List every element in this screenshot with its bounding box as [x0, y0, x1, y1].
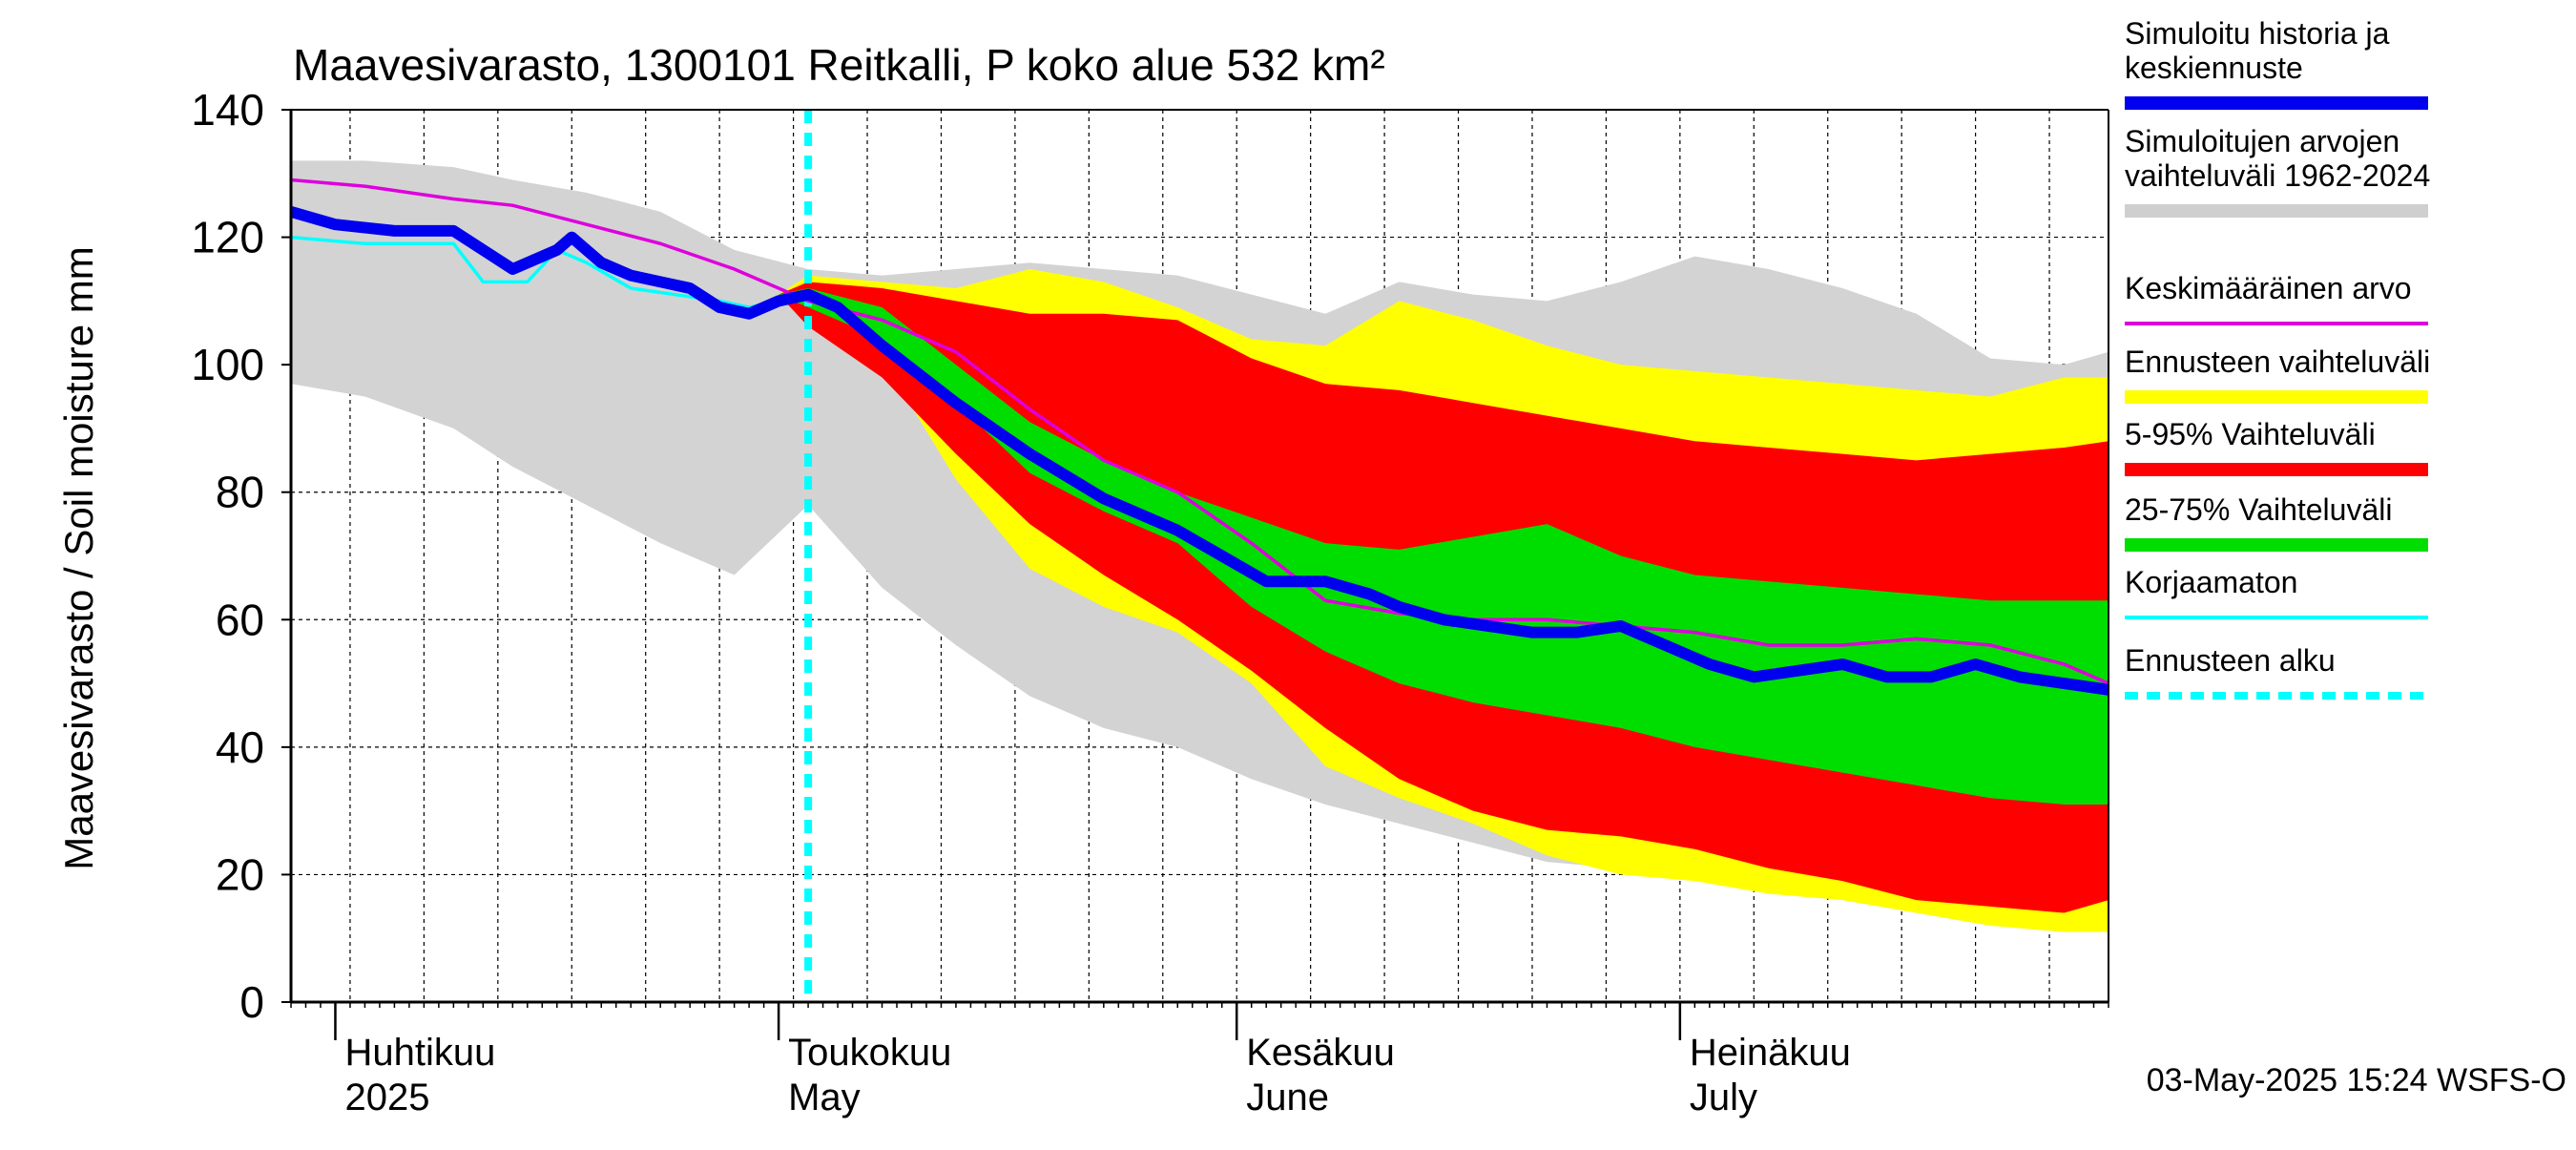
y-tick-label: 20 — [216, 849, 264, 899]
y-tick-label: 100 — [191, 340, 264, 389]
month-label-fi: Huhtikuu — [344, 1032, 495, 1074]
y-tick-label: 0 — [239, 977, 264, 1027]
line-keskim-r-inen-arvo — [290, 178, 2109, 685]
legend-label: vaihteluväli 1962-2024 — [2125, 158, 2430, 193]
legend-label: 5-95% Vaihteluväli — [2125, 417, 2376, 451]
month-label-en: July — [1690, 1077, 1757, 1119]
legend-label: keskiennuste — [2125, 51, 2303, 85]
month-label-fi: Heinäkuu — [1690, 1032, 1851, 1074]
line-simuloitu-historia-ja-keskiennuste — [289, 206, 2109, 696]
y-tick-label: 140 — [191, 85, 264, 135]
legend-label: 25-75% Vaihteluväli — [2125, 492, 2392, 527]
chart-title: Maavesivarasto, 1300101 Reitkalli, P kok… — [293, 40, 1385, 90]
legend-label: Ennusteen alku — [2125, 643, 2336, 678]
legend-label: Ennusteen vaihteluväli — [2125, 345, 2430, 379]
y-tick-label: 40 — [216, 722, 264, 772]
month-label-en: May — [788, 1077, 861, 1119]
timestamp: 03-May-2025 15:24 WSFS-O — [2147, 1062, 2566, 1098]
y-tick-label: 60 — [216, 595, 264, 644]
legend-label: Simuloitu historia ja — [2125, 16, 2390, 51]
y-tick-label: 120 — [191, 213, 264, 262]
series-lines — [289, 110, 2109, 1002]
y-tick-label: 80 — [216, 468, 264, 517]
y-axis-label: Maavesivarasto / Soil moisture mm — [56, 246, 101, 870]
month-label-en: June — [1246, 1077, 1329, 1119]
legend-label: Simuloitujen arvojen — [2125, 124, 2399, 158]
line-korjaamaton — [290, 235, 809, 309]
legend-label: Korjaamaton — [2125, 565, 2297, 599]
month-label-en: 2025 — [344, 1077, 429, 1119]
month-label-fi: Kesäkuu — [1246, 1032, 1395, 1074]
legend-label: Keskimääräinen arvo — [2125, 271, 2412, 305]
month-label-fi: Toukokuu — [788, 1032, 951, 1074]
